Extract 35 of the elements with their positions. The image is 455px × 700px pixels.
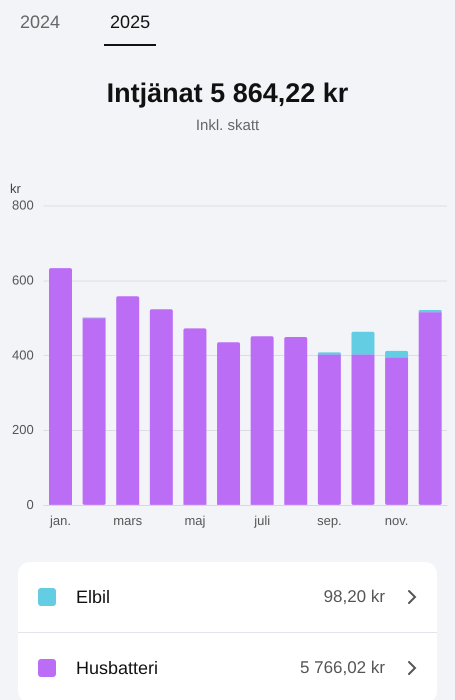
bar: [418, 312, 442, 505]
x-tick-label: sep.: [317, 512, 342, 528]
chart-title: Intjänat 5 864,22 kr: [106, 78, 350, 109]
bar: [351, 354, 374, 505]
y-axis-title: kr: [10, 181, 22, 196]
bar: [116, 296, 140, 505]
bar: [284, 336, 308, 505]
legend-label: Husbatteri: [76, 658, 158, 678]
y-tick-label: 200: [12, 422, 34, 438]
bar: [82, 318, 106, 505]
bar: [250, 336, 274, 505]
y-tick-label: 0: [26, 496, 34, 512]
x-tick-label: nov.: [384, 512, 408, 528]
x-tick-label: jan.: [49, 512, 71, 528]
y-tick-label: 600: [12, 272, 34, 288]
text: 2024: [20, 12, 60, 32]
bar: [385, 358, 408, 505]
legend-label: Elbil: [76, 586, 110, 608]
bar: [318, 352, 341, 355]
x-tick-label: mars: [113, 512, 143, 528]
chart-subtitle: Inkl. skatt: [194, 117, 260, 134]
x-tick-label: maj: [184, 512, 206, 528]
bar: [49, 268, 72, 505]
text: 5 766,02 kr: [300, 658, 385, 678]
bar: [318, 354, 341, 505]
bar: [217, 342, 240, 505]
y-tick-label: 400: [12, 347, 34, 362]
bar: [351, 332, 374, 355]
bar: [183, 328, 206, 505]
text: 98,20 kr: [324, 587, 385, 607]
bar: [150, 309, 173, 505]
bar: [385, 350, 408, 358]
x-tick-label: juli: [253, 512, 270, 528]
y-tick-label: 800: [12, 198, 34, 213]
text: 2025: [110, 12, 150, 32]
